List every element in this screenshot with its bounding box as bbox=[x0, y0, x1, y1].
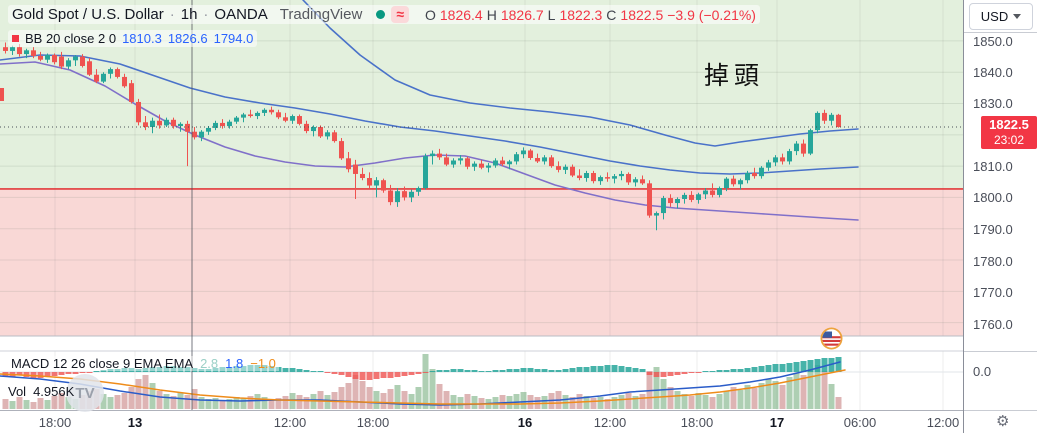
macd-line-value: 1.8 bbox=[225, 356, 244, 371]
bb-lower-value: 1794.0 bbox=[213, 31, 254, 46]
last-price-value: 1822.5 bbox=[989, 117, 1029, 132]
chart-legend: Gold Spot / U.S. Dollar · 1h · OANDA Tra… bbox=[8, 5, 760, 47]
price-axis-label: 1830.0 bbox=[973, 96, 1013, 111]
time-axis-label: 06:00 bbox=[843, 415, 877, 430]
text-annotation-drawing[interactable]: 掉頭 bbox=[704, 62, 765, 90]
high-value: 1826.7 bbox=[500, 6, 544, 23]
symbol-title: Gold Spot / U.S. Dollar bbox=[12, 6, 164, 23]
currency-selector-button[interactable]: USD bbox=[969, 3, 1033, 30]
time-axis[interactable]: 18:00 13 12:00 18:00 16 12:00 18:00 17 06:00 12:0… bbox=[0, 410, 963, 433]
price-axis-label: 1790.0 bbox=[973, 222, 1013, 237]
bb-indicator-label: BB 20 close 2 0 bbox=[25, 31, 117, 46]
price-axis-label: 1770.0 bbox=[973, 285, 1013, 300]
tradingview-watermark-logo: TV bbox=[66, 374, 104, 412]
price-axis-label: 1840.0 bbox=[973, 65, 1013, 80]
price-axis-label: 1810.0 bbox=[973, 159, 1013, 174]
time-axis-label: 18:00 bbox=[680, 415, 714, 430]
low-value: 1822.3 bbox=[559, 6, 603, 23]
price-chart-pane[interactable]: TV Gold Spot / U.S. Dollar · 1h · OANDA … bbox=[0, 0, 963, 412]
ohlc-values: O 1826.4 H 1826.7 L 1822.3 C 1822.5 −3.9 (−0… bbox=[425, 6, 756, 23]
market-status-dot-icon bbox=[376, 10, 386, 19]
legend-separator: · bbox=[169, 6, 175, 23]
time-axis-label: 17 bbox=[769, 415, 785, 430]
brand-label: TradingView bbox=[279, 6, 363, 23]
macd-indicator-label: MACD 12 26 close 9 EMA EMA bbox=[11, 356, 194, 371]
us-flag-event-icon[interactable] bbox=[820, 327, 843, 355]
close-value: 1822.5 bbox=[620, 6, 664, 23]
chart-canvas[interactable] bbox=[0, 0, 963, 410]
bb-indicator-legend-row[interactable]: BB 20 close 2 0 1810.3 1826.6 1794.0 bbox=[8, 30, 258, 47]
time-axis-label: 16 bbox=[517, 415, 533, 430]
time-axis-label: 18:00 bbox=[356, 415, 390, 430]
price-axis[interactable]: 1822.5 23:02 1850.0 1840.0 1830.0 1810.0 180… bbox=[963, 0, 1037, 433]
change-value: −3.9 (−0.21%) bbox=[667, 6, 756, 23]
macd-indicator-legend-row[interactable]: MACD 12 26 close 9 EMA EMA 2.8 1.8 −1.0 bbox=[8, 356, 279, 371]
time-axis-label: 12:00 bbox=[926, 415, 960, 430]
bb-basis-value: 1810.3 bbox=[122, 31, 162, 46]
volume-indicator-legend-row[interactable]: Vol 4.956K bbox=[8, 384, 74, 399]
volume-value: 4.956K bbox=[33, 384, 75, 399]
time-axis-label: 12:00 bbox=[593, 415, 627, 430]
macd-hist-value: 2.8 bbox=[200, 356, 219, 371]
approx-delayed-data-icon[interactable]: ≈ bbox=[391, 6, 409, 23]
macd-signal-value: −1.0 bbox=[250, 356, 276, 371]
volume-indicator-label: Vol bbox=[8, 384, 27, 399]
open-value: 1826.4 bbox=[439, 6, 483, 23]
bb-color-swatch-icon bbox=[12, 35, 19, 42]
axis-separator bbox=[964, 410, 1037, 411]
exchange-label: OANDA bbox=[214, 6, 268, 23]
interval-label: 1h bbox=[180, 6, 198, 23]
price-axis-label: 1760.0 bbox=[973, 317, 1013, 332]
price-axis-label: 1850.0 bbox=[973, 34, 1013, 49]
bb-upper-value: 1826.6 bbox=[167, 31, 208, 46]
chevron-down-icon bbox=[1013, 14, 1022, 19]
axis-separator bbox=[964, 351, 1037, 352]
time-axis-label: 12:00 bbox=[273, 415, 307, 430]
bar-countdown-timer: 23:02 bbox=[993, 133, 1025, 147]
price-axis-label: 0.0 bbox=[973, 364, 992, 379]
axis-separator bbox=[964, 32, 1037, 33]
time-axis-label: 13 bbox=[127, 415, 143, 430]
time-axis-label: 18:00 bbox=[38, 415, 72, 430]
currency-label: USD bbox=[980, 9, 1009, 24]
symbol-legend-row[interactable]: Gold Spot / U.S. Dollar · 1h · OANDA Tra… bbox=[8, 5, 760, 24]
price-axis-label: 1780.0 bbox=[973, 254, 1013, 269]
legend-separator: · bbox=[203, 6, 209, 23]
price-axis-label: 1800.0 bbox=[973, 190, 1013, 205]
settings-gear-icon[interactable]: ⚙ bbox=[996, 413, 1010, 430]
last-price-badge: 1822.5 23:02 bbox=[981, 116, 1037, 149]
